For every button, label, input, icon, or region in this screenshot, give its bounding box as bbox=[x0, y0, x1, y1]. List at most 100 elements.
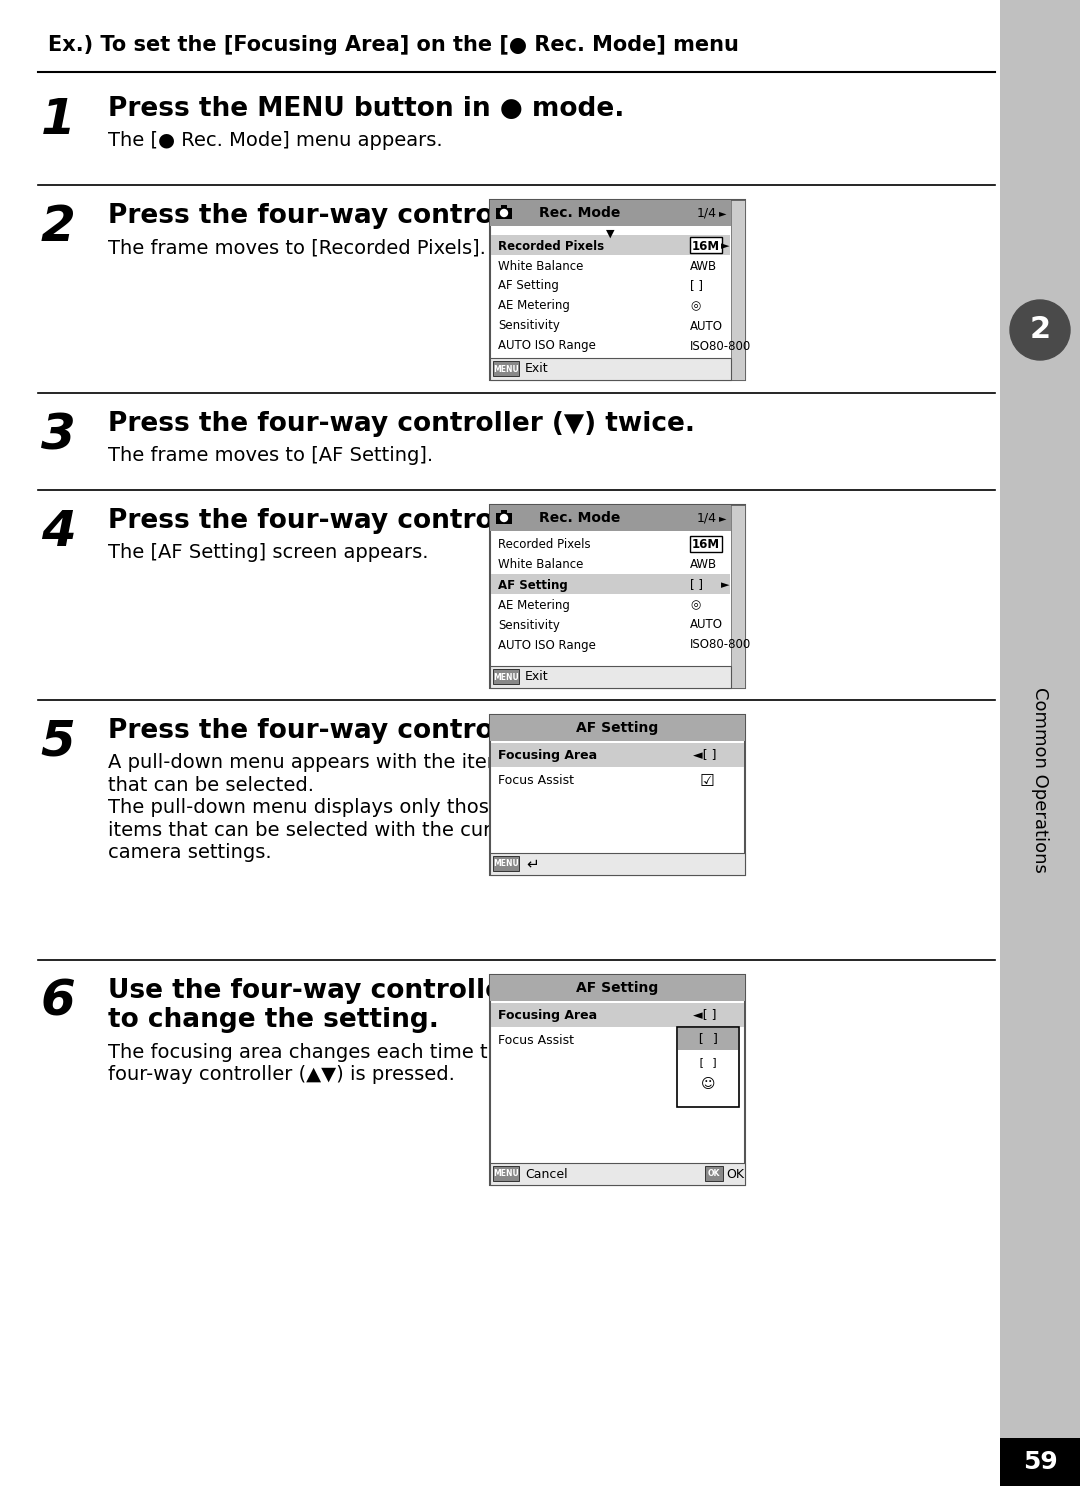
Text: Press the MENU button in ● mode.: Press the MENU button in ● mode. bbox=[108, 97, 624, 122]
Text: The [● Rec. Mode] menu appears.: The [● Rec. Mode] menu appears. bbox=[108, 131, 443, 150]
Text: 5: 5 bbox=[41, 718, 76, 765]
Bar bbox=[492, 1167, 519, 1181]
Bar bbox=[490, 975, 745, 1184]
Text: The frame moves to [Recorded Pixels].: The frame moves to [Recorded Pixels]. bbox=[108, 238, 486, 257]
Text: [ ]: [ ] bbox=[690, 578, 703, 591]
Bar bbox=[678, 1028, 738, 1051]
Text: MENU: MENU bbox=[494, 859, 518, 868]
Circle shape bbox=[500, 210, 508, 217]
Bar bbox=[490, 666, 731, 688]
Bar bbox=[731, 201, 745, 380]
Bar bbox=[705, 1167, 723, 1181]
Bar bbox=[491, 235, 730, 256]
Text: 6: 6 bbox=[41, 978, 76, 1025]
Text: AE Metering: AE Metering bbox=[498, 300, 570, 312]
Text: ▼: ▼ bbox=[606, 229, 615, 239]
Text: The pull-down menu displays only those: The pull-down menu displays only those bbox=[108, 798, 501, 817]
Text: Sensitivity: Sensitivity bbox=[498, 319, 559, 333]
Text: AUTO: AUTO bbox=[690, 618, 723, 632]
Text: AUTO ISO Range: AUTO ISO Range bbox=[498, 639, 596, 651]
Text: AUTO ISO Range: AUTO ISO Range bbox=[498, 339, 596, 352]
Text: Common Operations: Common Operations bbox=[1031, 687, 1049, 872]
Bar bbox=[490, 505, 731, 531]
Text: 2: 2 bbox=[1029, 315, 1051, 345]
Text: ☑: ☑ bbox=[700, 773, 715, 791]
Text: ↵: ↵ bbox=[526, 856, 539, 871]
Text: AF Setting: AF Setting bbox=[498, 578, 568, 591]
Bar bbox=[490, 853, 745, 875]
Bar bbox=[491, 574, 730, 594]
Bar bbox=[490, 201, 745, 380]
Text: 1/4: 1/4 bbox=[697, 511, 717, 525]
Text: ►: ► bbox=[719, 208, 727, 218]
Text: Focus Assist: Focus Assist bbox=[498, 1034, 573, 1048]
Circle shape bbox=[500, 514, 508, 522]
Text: Press the four-way controller (▼).: Press the four-way controller (▼). bbox=[108, 204, 606, 229]
Text: Recorded Pixels: Recorded Pixels bbox=[498, 239, 604, 253]
Text: Ex.) To set the [Focusing Area] on the [● Rec. Mode] menu: Ex.) To set the [Focusing Area] on the [… bbox=[48, 36, 739, 55]
Text: AF Setting: AF Setting bbox=[576, 981, 658, 996]
Bar bbox=[501, 205, 507, 210]
Text: MENU: MENU bbox=[494, 673, 518, 682]
Text: Rec. Mode: Rec. Mode bbox=[539, 511, 621, 525]
Text: Focusing Area: Focusing Area bbox=[498, 749, 597, 761]
Bar bbox=[690, 236, 723, 253]
Text: ►: ► bbox=[720, 241, 729, 251]
Text: ◄[ ]: ◄[ ] bbox=[693, 749, 716, 761]
Text: four-way controller (▲▼) is pressed.: four-way controller (▲▼) is pressed. bbox=[108, 1065, 455, 1085]
Text: AUTO: AUTO bbox=[690, 319, 723, 333]
Text: that can be selected.: that can be selected. bbox=[108, 776, 314, 795]
Bar bbox=[492, 669, 519, 684]
Bar bbox=[496, 513, 512, 525]
Text: Use the four-way controller (▲▼): Use the four-way controller (▲▼) bbox=[108, 978, 590, 1005]
Bar bbox=[490, 358, 731, 380]
Text: 1: 1 bbox=[41, 97, 76, 144]
Text: ►: ► bbox=[720, 580, 729, 590]
Text: OK: OK bbox=[726, 1168, 744, 1180]
Text: AF Setting: AF Setting bbox=[498, 279, 558, 293]
Bar bbox=[490, 505, 745, 688]
Bar bbox=[490, 715, 745, 875]
Text: The frame moves to [AF Setting].: The frame moves to [AF Setting]. bbox=[108, 446, 433, 465]
Bar bbox=[490, 201, 731, 226]
Bar bbox=[501, 510, 507, 514]
Bar bbox=[490, 975, 745, 1002]
Bar bbox=[491, 1003, 744, 1027]
Bar bbox=[491, 743, 744, 767]
Bar bbox=[731, 505, 745, 688]
Text: The focusing area changes each time the: The focusing area changes each time the bbox=[108, 1043, 512, 1062]
Text: OK: OK bbox=[707, 1169, 720, 1178]
Text: AWB: AWB bbox=[690, 559, 717, 572]
Text: 2: 2 bbox=[41, 204, 76, 251]
Bar bbox=[490, 715, 745, 742]
Text: ISO80-800: ISO80-800 bbox=[690, 339, 752, 352]
Bar bbox=[490, 1164, 745, 1184]
Text: ☺: ☺ bbox=[701, 1077, 715, 1091]
Bar bbox=[492, 856, 519, 871]
Text: 1/4: 1/4 bbox=[697, 207, 717, 220]
Text: Exit: Exit bbox=[525, 363, 549, 376]
Bar bbox=[690, 536, 723, 551]
Text: Press the four-way controller (►).: Press the four-way controller (►). bbox=[108, 718, 606, 744]
Bar bbox=[1000, 1438, 1080, 1486]
Text: Press the four-way controller (►).: Press the four-way controller (►). bbox=[108, 508, 606, 533]
Circle shape bbox=[1010, 300, 1070, 360]
Text: 16M: 16M bbox=[692, 538, 720, 551]
Text: Cancel: Cancel bbox=[525, 1168, 568, 1180]
Text: AF Setting: AF Setting bbox=[576, 721, 658, 736]
Text: White Balance: White Balance bbox=[498, 559, 583, 572]
Text: to change the setting.: to change the setting. bbox=[108, 1008, 438, 1033]
Text: Recorded Pixels: Recorded Pixels bbox=[498, 538, 591, 551]
Text: MENU: MENU bbox=[494, 1169, 518, 1178]
Text: AWB: AWB bbox=[690, 260, 717, 272]
Text: 59: 59 bbox=[1023, 1450, 1057, 1474]
Text: A pull-down menu appears with the items: A pull-down menu appears with the items bbox=[108, 753, 516, 773]
Text: [ ]: [ ] bbox=[690, 279, 703, 293]
Text: [ ]: [ ] bbox=[697, 1033, 719, 1046]
Text: 16M: 16M bbox=[692, 239, 720, 253]
Text: Focus Assist: Focus Assist bbox=[498, 774, 573, 788]
Bar bbox=[492, 361, 519, 376]
Text: Focusing Area: Focusing Area bbox=[498, 1009, 597, 1021]
Bar bbox=[1000, 0, 1080, 1486]
Text: ►: ► bbox=[719, 513, 727, 523]
